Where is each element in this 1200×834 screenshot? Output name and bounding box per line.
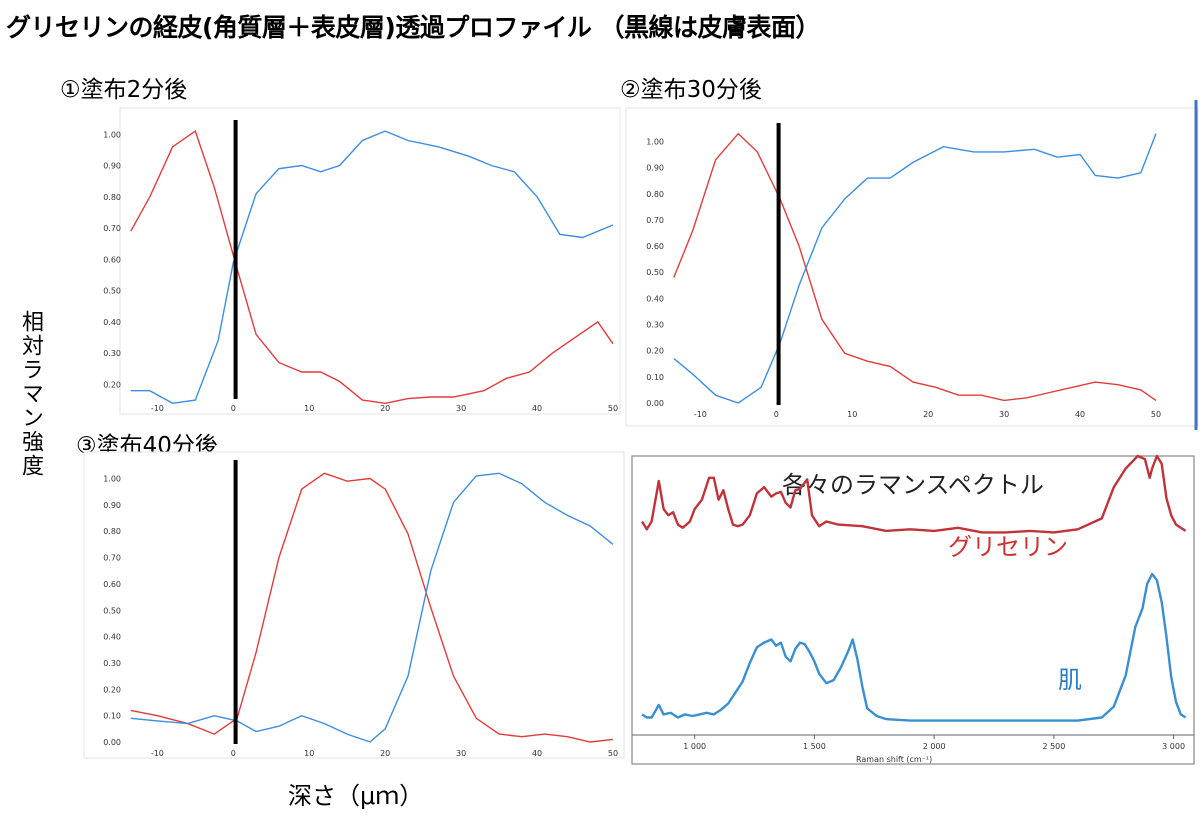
x-tick-label: 50	[1151, 410, 1161, 419]
y-tick-label: 0.20	[646, 347, 664, 356]
plot-frame	[83, 451, 625, 759]
y-tick-label: 0.30	[103, 349, 121, 358]
y-tick-label: 0.40	[646, 294, 664, 303]
y-tick-label: 1.00	[103, 130, 121, 139]
y-tick-label: 0.60	[103, 255, 121, 264]
y-tick-label: 0.20	[103, 685, 121, 694]
glycerin-profile-line	[130, 472, 614, 743]
x-tick-label: 40	[1075, 410, 1085, 419]
y-tick-label: 0.60	[646, 242, 664, 251]
x-tick-label: 40	[532, 404, 542, 413]
x-tick-label: 3 000	[1162, 742, 1185, 751]
figure-title: グリセリンの経皮(角質層＋表皮層)透過プロファイル （黒線は皮膚表面）	[6, 13, 821, 42]
y-tick-label: 0.50	[103, 606, 121, 615]
panel-2-title: ②塗布30分後	[620, 77, 762, 103]
x-tick-label: 10	[304, 404, 314, 413]
x-tick-label: 2 000	[923, 742, 946, 751]
y-tick-label: 0.50	[646, 268, 664, 277]
y-tick-label: 0.40	[103, 318, 121, 327]
plot-frame	[119, 107, 621, 415]
y-tick-label: 0.90	[103, 162, 121, 171]
x-tick-label: -10	[151, 749, 164, 758]
y-tick-label: 0.00	[103, 738, 121, 747]
x-tick-label: 30	[456, 404, 466, 413]
x-tick-label: 1 500	[803, 742, 826, 751]
y-tick-label: 0.90	[103, 501, 121, 510]
x-tick-label: 50	[608, 749, 618, 758]
legend-glycerin: グリセリン	[948, 533, 1068, 561]
y-axis-label: 相対ラマン強度	[18, 310, 43, 478]
glycerin-profile-line	[130, 129, 614, 405]
x-tick-label: -10	[151, 404, 164, 413]
x-tick-label: 30	[456, 749, 466, 758]
profile-chart-40min: 0.00 0.10 0.20 0.30 0.40 0.50 0.60 0.70 0.80 0.90…	[83, 451, 625, 759]
panel-1-title: ①塗布2分後	[60, 77, 188, 103]
x-tick-label: 10	[847, 410, 857, 419]
raman-spectra-chart: 各々のラマンスペクトル グリセリン 肌 Raman shift (cm⁻¹) 1…	[631, 454, 1195, 765]
x-tick-label: 30	[999, 410, 1009, 419]
skin-profile-line	[673, 133, 1157, 404]
profile-chart-30min: 0.00 0.10 0.20 0.30 0.40 0.50 0.60 0.70 0.80 0.90…	[625, 100, 1199, 430]
y-tick-label: 0.70	[646, 216, 664, 225]
x-tick-label: 0	[231, 404, 236, 413]
x-tick-label: 0	[774, 410, 779, 419]
profile-chart-2min: 0.20 0.30 0.40 0.50 0.60 0.70 0.80 0.90 1.00 -10 0…	[103, 107, 621, 415]
skin-spectrum-line	[641, 572, 1187, 722]
y-tick-label: 1.00	[646, 137, 664, 146]
x-tick-label: 50	[608, 404, 618, 413]
y-tick-label: 0.80	[103, 527, 121, 536]
x-axis-label: 深さ（μｍ）	[288, 782, 424, 810]
y-tick-label: 1.00	[103, 475, 121, 484]
x-tick-label: 0	[231, 749, 236, 758]
x-tick-label: 20	[380, 404, 390, 413]
y-tick-label: 0.70	[103, 554, 121, 563]
y-tick-label: 0.30	[646, 321, 664, 330]
y-tick-label: 0.80	[103, 193, 121, 202]
glycerin-profile-line	[673, 132, 1157, 402]
x-tick-label: 1 000	[683, 742, 706, 751]
x-tick-label: 20	[380, 749, 390, 758]
x-tick-label: 40	[532, 749, 542, 758]
spectra-title: 各々のラマンスペクトル	[782, 471, 1044, 499]
y-tick-label: 0.20	[103, 380, 121, 389]
x-tick-label: 20	[923, 410, 933, 419]
y-tick-label: 0.40	[103, 633, 121, 642]
spectra-frame	[631, 455, 1195, 765]
legend-skin: 肌	[1058, 666, 1082, 694]
y-tick-label: 0.00	[646, 399, 664, 408]
y-tick-label: 0.60	[103, 580, 121, 589]
y-tick-label: 0.70	[103, 224, 121, 233]
plot-frame	[625, 107, 1199, 427]
y-tick-label: 0.50	[103, 287, 121, 296]
spectra-x-axis-label: Raman shift (cm⁻¹)	[856, 755, 932, 764]
skin-profile-line	[130, 130, 614, 405]
y-tick-label: 0.90	[646, 164, 664, 173]
y-tick-label: 0.10	[646, 373, 664, 382]
y-tick-label: 0.80	[646, 190, 664, 199]
x-tick-label: 10	[304, 749, 314, 758]
skin-profile-line	[130, 472, 614, 743]
x-tick-label: -10	[694, 410, 707, 419]
y-tick-label: 0.30	[103, 659, 121, 668]
y-tick-label: 0.10	[103, 712, 121, 721]
glycerin-spectrum-line	[640, 454, 1187, 534]
x-tick-label: 2 500	[1042, 742, 1065, 751]
